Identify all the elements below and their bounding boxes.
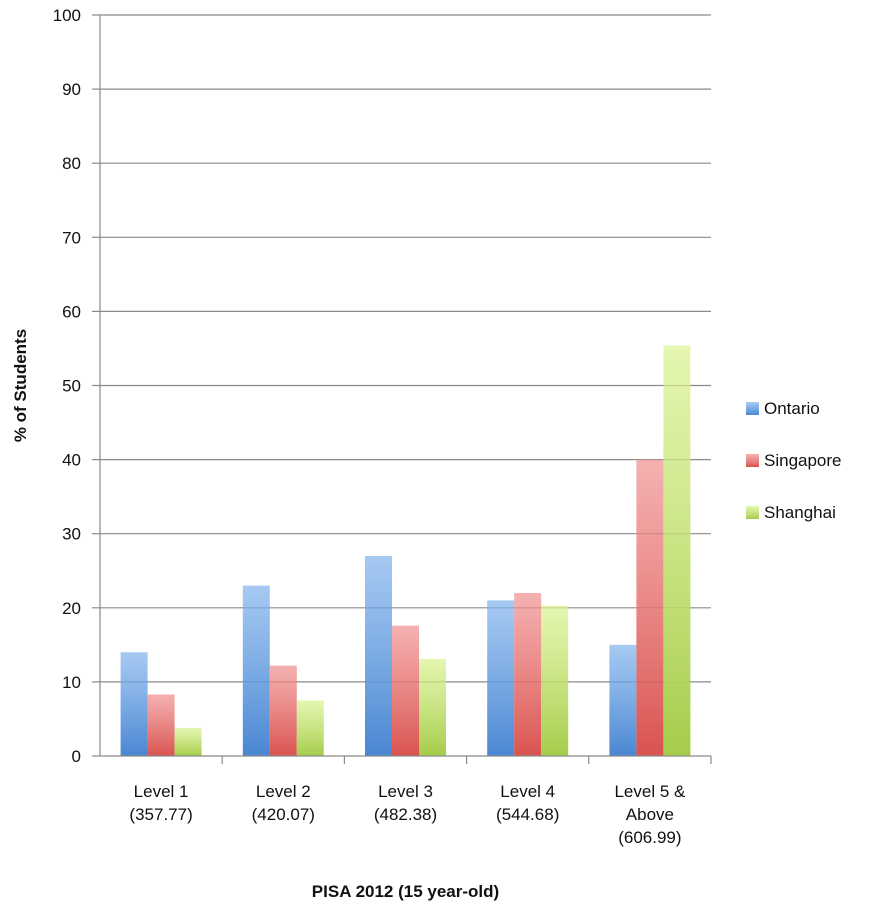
bar-ontario-2 — [242, 585, 270, 756]
bar-singapore-3 — [392, 625, 419, 756]
x-category-label-5-line-2: Above — [626, 805, 674, 824]
x-category-label-4-line-2: (544.68) — [496, 805, 559, 824]
bar-ontario-4 — [487, 600, 515, 756]
x-axis-title: PISA 2012 (15 year-old) — [312, 882, 499, 901]
x-category-label-2-line-2: (420.07) — [252, 805, 315, 824]
y-tick-label-100: 100 — [53, 6, 81, 25]
legend-label-singapore: Singapore — [764, 451, 842, 470]
bar-shanghai-2 — [296, 700, 324, 756]
axes — [92, 14, 712, 764]
y-tick-label-50: 50 — [62, 377, 81, 396]
bar-singapore-4 — [514, 592, 542, 756]
x-category-label-1-line-1: Level 1 — [134, 782, 189, 801]
bar-shanghai-5 — [663, 345, 691, 756]
bar-ontario-5 — [609, 644, 637, 756]
bar-ontario-1 — [120, 652, 148, 756]
y-tick-label-20: 20 — [62, 599, 81, 618]
gridlines — [100, 14, 711, 683]
y-tick-label-80: 80 — [62, 154, 81, 173]
y-tick-label-30: 30 — [62, 525, 81, 544]
y-tick-label-70: 70 — [62, 228, 81, 247]
x-category-label-3-line-1: Level 3 — [378, 782, 433, 801]
legend-swatch-ontario — [746, 402, 759, 415]
bar-ontario-3 — [365, 555, 392, 756]
legend-swatch-singapore — [746, 454, 759, 467]
legend-swatch-shanghai — [746, 506, 759, 519]
y-tick-label-60: 60 — [62, 302, 81, 321]
legend-label-ontario: Ontario — [764, 399, 820, 418]
x-category-label-3-line-2: (482.38) — [374, 805, 437, 824]
x-category-label-2-line-1: Level 2 — [256, 782, 311, 801]
bar-singapore-5 — [636, 459, 664, 756]
legend-label-shanghai: Shanghai — [764, 503, 836, 522]
bar-singapore-1 — [147, 694, 175, 756]
bar-shanghai-3 — [419, 658, 446, 756]
bar-singapore-2 — [269, 665, 297, 756]
legend: Ontario Singapore Shanghai — [746, 399, 842, 522]
y-axis-title: % of Students — [11, 329, 30, 442]
bar-shanghai-1 — [174, 727, 202, 756]
y-tick-label-0: 0 — [72, 747, 81, 766]
x-category-label-5-line-3: (606.99) — [618, 828, 681, 847]
bar-shanghai-4 — [541, 605, 569, 756]
y-tick-label-40: 40 — [62, 451, 81, 470]
x-category-label-5-line-1: Level 5 & — [614, 782, 686, 801]
x-category-label-4-line-1: Level 4 — [500, 782, 555, 801]
x-category-label-1-line-2: (357.77) — [129, 805, 192, 824]
bars — [120, 345, 691, 756]
y-tick-label-10: 10 — [62, 673, 81, 692]
y-tick-label-90: 90 — [62, 80, 81, 99]
labels: 0 10 20 30 40 50 60 70 80 90 100 Level 1 (357.77) Lev… — [11, 6, 686, 901]
